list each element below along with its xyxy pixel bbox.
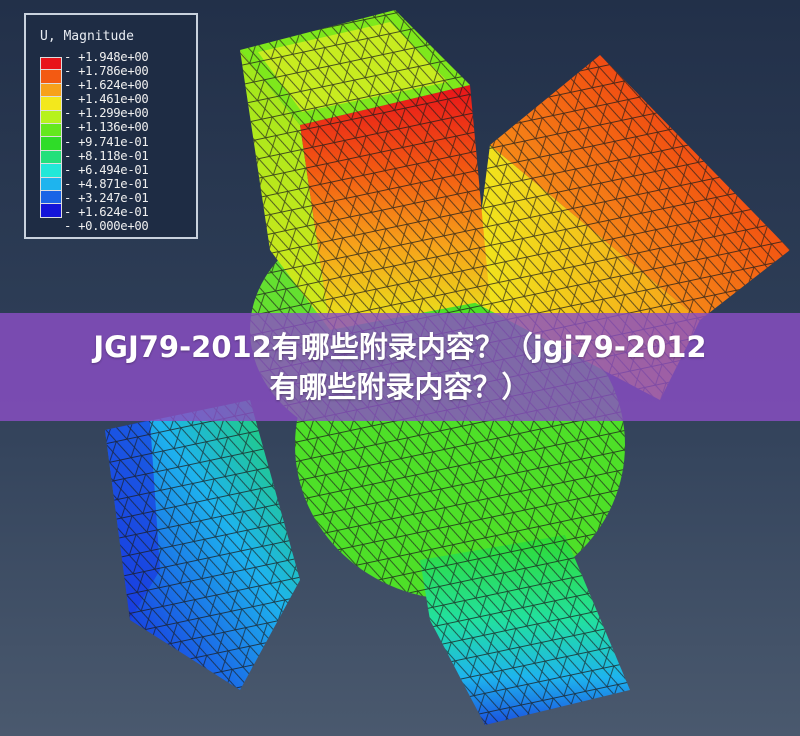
legend-swatch <box>40 137 62 151</box>
legend-swatch <box>40 190 62 205</box>
legend-title: U, Magnitude <box>40 29 134 44</box>
title-banner: JGJ79-2012有哪些附录内容？（jgj79-2012 有哪些附录内容？） <box>0 313 800 421</box>
legend-value: +1.624e+00 <box>64 78 149 92</box>
top-box <box>240 10 490 330</box>
legend-value: +0.000e+00 <box>64 219 149 233</box>
legend-value: +3.247e-01 <box>64 191 149 205</box>
legend-value: +1.624e-01 <box>64 205 149 219</box>
legend-value: +1.461e+00 <box>64 92 149 106</box>
legend-swatch <box>40 97 62 111</box>
legend-swatch <box>40 150 62 165</box>
legend-value: +1.948e+00 <box>64 50 149 64</box>
lower-left-box <box>105 400 300 690</box>
legend-color-bar <box>40 57 62 218</box>
legend-swatch <box>40 177 62 191</box>
legend-value: +1.299e+00 <box>64 106 149 120</box>
legend: U, Magnitude +1.948e+00+1.786e+00+1.624e… <box>24 13 198 239</box>
legend-swatch <box>40 204 62 218</box>
legend-swatch <box>40 70 62 84</box>
legend-value: +9.741e-01 <box>64 135 149 149</box>
bottom-box <box>420 535 630 725</box>
legend-value: +4.871e-01 <box>64 177 149 191</box>
legend-swatch <box>40 110 62 124</box>
legend-swatch <box>40 123 62 138</box>
legend-value: +8.118e-01 <box>64 149 149 163</box>
banner-line-1: JGJ79-2012有哪些附录内容？（jgj79-2012 <box>93 330 707 364</box>
legend-swatch <box>40 57 62 71</box>
legend-swatch <box>40 164 62 178</box>
legend-value: +6.494e-01 <box>64 163 149 177</box>
legend-labels: +1.948e+00+1.786e+00+1.624e+00+1.461e+00… <box>64 50 149 233</box>
legend-swatch <box>40 83 62 98</box>
legend-value: +1.786e+00 <box>64 64 149 78</box>
banner-line-2: 有哪些附录内容？） <box>269 370 531 404</box>
legend-value: +1.136e+00 <box>64 120 149 134</box>
